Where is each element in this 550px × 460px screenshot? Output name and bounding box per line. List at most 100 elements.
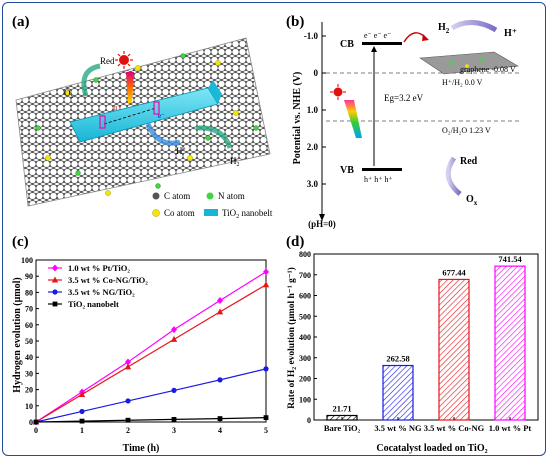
data-point (263, 366, 269, 372)
svg-text:1.0: 1.0 (307, 105, 319, 115)
category-label: 3.5 wt % Co-NG (424, 423, 485, 433)
transfer-arrowhead (422, 34, 429, 41)
ox-product: Ox (466, 194, 478, 207)
hole-symbol: h⁺ (114, 104, 122, 112)
data-point (170, 335, 178, 342)
y-tick-label: 50 (25, 337, 33, 346)
data-point (125, 358, 131, 366)
data-point (52, 289, 58, 295)
y-tick-label: 30 (25, 369, 33, 378)
svg-text:0: 0 (314, 68, 319, 78)
panel-c-chart: (c) Hydrogen evolution (μmol) Time (h) 0… (12, 234, 270, 454)
x-tick-label: 4 (218, 426, 222, 435)
data-point (79, 418, 85, 424)
bar-value-label: 677.44 (442, 267, 466, 277)
y-tick-label: 80 (25, 288, 33, 297)
panel-a: (a) Red Ox H+ H2 e⁻ h⁺ C atom (8, 8, 276, 230)
panel-d: (d) Rate of H₂ evolution (μmol h⁻¹ g⁻¹) … (282, 230, 544, 456)
interface-marker (153, 101, 160, 115)
data-point (263, 415, 269, 421)
bar (438, 278, 470, 421)
h2-species: H2 (230, 156, 240, 168)
data-point (78, 390, 86, 397)
red-species: Red (100, 56, 115, 66)
y-tick-label: 20 (25, 386, 33, 395)
y-tick-label: 500 (299, 312, 311, 321)
sun-icon (330, 84, 346, 100)
tio2-nanobelt-end (208, 80, 222, 104)
graphene-level-label: graphene -0.08 V (460, 65, 516, 74)
hydrogen-arrow (450, 20, 498, 33)
x-axis-label: Cocatalyst loaded on TiO₂ (376, 443, 487, 454)
series-line (35, 271, 267, 423)
legend-label: 3.5 wt % NG/TiO₂ (68, 287, 135, 297)
y-tick-label: 10 (25, 402, 33, 411)
data-point (262, 281, 270, 288)
series-1: 3.5 wt % Co-NG/TiO₂ (32, 275, 270, 425)
data-point (217, 416, 223, 421)
legend-label: TiO₂ nanobelt (68, 299, 119, 309)
svg-text:-1.0: -1.0 (304, 31, 319, 41)
vb-label: VB (340, 165, 354, 176)
data-point (33, 419, 39, 425)
potential-axis-label: Potential vs. NHE (V) (292, 72, 303, 165)
co-atom-icon (152, 209, 160, 217)
x-tick-label: 1 (80, 426, 84, 435)
n-dopants (35, 53, 259, 189)
n-atom-icon (206, 192, 214, 200)
x-tick-label: 2 (126, 426, 130, 435)
panel-b: (b) -1.0 0 1.0 2.0 3.0 Potential vs. NHE… (282, 8, 544, 230)
figure-border (2, 2, 546, 456)
axis-arrow (319, 214, 325, 221)
electrons: e⁻ e⁻ e⁻ (364, 31, 391, 40)
panel-d-chart: (d) Rate of H₂ evolution (μmol h⁻¹ g⁻¹) … (286, 234, 539, 454)
legend-nanobelt: TiO2 nanobelt (222, 208, 273, 220)
hplus-species: H+ (176, 146, 187, 156)
category-label: 3.5 wt % NG (374, 423, 422, 433)
cb-band (362, 42, 402, 45)
x-axis-label: Time (h) (123, 443, 160, 454)
bar-value-label: 741.54 (498, 254, 522, 264)
y-axis-label: Rate of H₂ evolution (μmol h⁻¹ g⁻¹) (286, 267, 297, 409)
light-beam (126, 72, 134, 103)
h2-product: H2 (438, 22, 450, 35)
cb-label: CB (340, 39, 354, 50)
panel-d-label: (d) (286, 234, 304, 250)
holes: h⁺ h⁺ h⁺ (364, 175, 393, 184)
excitation-arrowhead (371, 46, 377, 52)
data-point (52, 301, 58, 307)
y-tick-label: 800 (299, 250, 311, 259)
potential-ticks: -1.0 0 1.0 2.0 3.0 (304, 31, 326, 189)
y-axis-label: Hydrogen evolution (μmol) (12, 277, 23, 392)
h-level-label: H⁺/H₂ 0.0 V (442, 78, 483, 87)
nanobelt-icon (204, 209, 218, 216)
h2-arrow (195, 125, 233, 149)
data-point (171, 387, 177, 394)
legend-label: 3.5 wt % Co-NG/TiO₂ (68, 275, 148, 285)
y-tick-label: 400 (299, 333, 311, 342)
sun-icon (115, 51, 133, 69)
y-tick-label: 0 (307, 416, 311, 425)
data-point (217, 297, 223, 304)
data-point (263, 268, 269, 276)
panel-a-illustration: (a) Red Ox H+ H2 e⁻ h⁺ C atom (12, 14, 273, 220)
ox-species: Ox (64, 88, 74, 100)
data-point (79, 408, 85, 415)
panel-c: (c) Hydrogen evolution (μmol) Time (h) 0… (8, 230, 276, 456)
x-tick-label: 5 (264, 426, 268, 435)
graphene-sheet (419, 51, 519, 75)
data-point (171, 417, 177, 422)
svg-text:2.0: 2.0 (307, 142, 319, 152)
ph-label: (pH=0) (308, 219, 336, 229)
data-point (125, 398, 131, 404)
oxidation-arrow (445, 156, 462, 196)
bar (382, 364, 414, 421)
o-level-label: O₂/H₂O 1.23 V (442, 126, 491, 135)
light-beam (344, 100, 362, 138)
reduction-arrow (145, 122, 181, 146)
series-line (35, 417, 267, 423)
y-tick-label: 700 (299, 271, 311, 280)
bandgap-label: Eg=3.2 eV (384, 93, 424, 103)
panel-c-label: (c) (12, 234, 29, 250)
panel-b-label: (b) (286, 14, 304, 30)
